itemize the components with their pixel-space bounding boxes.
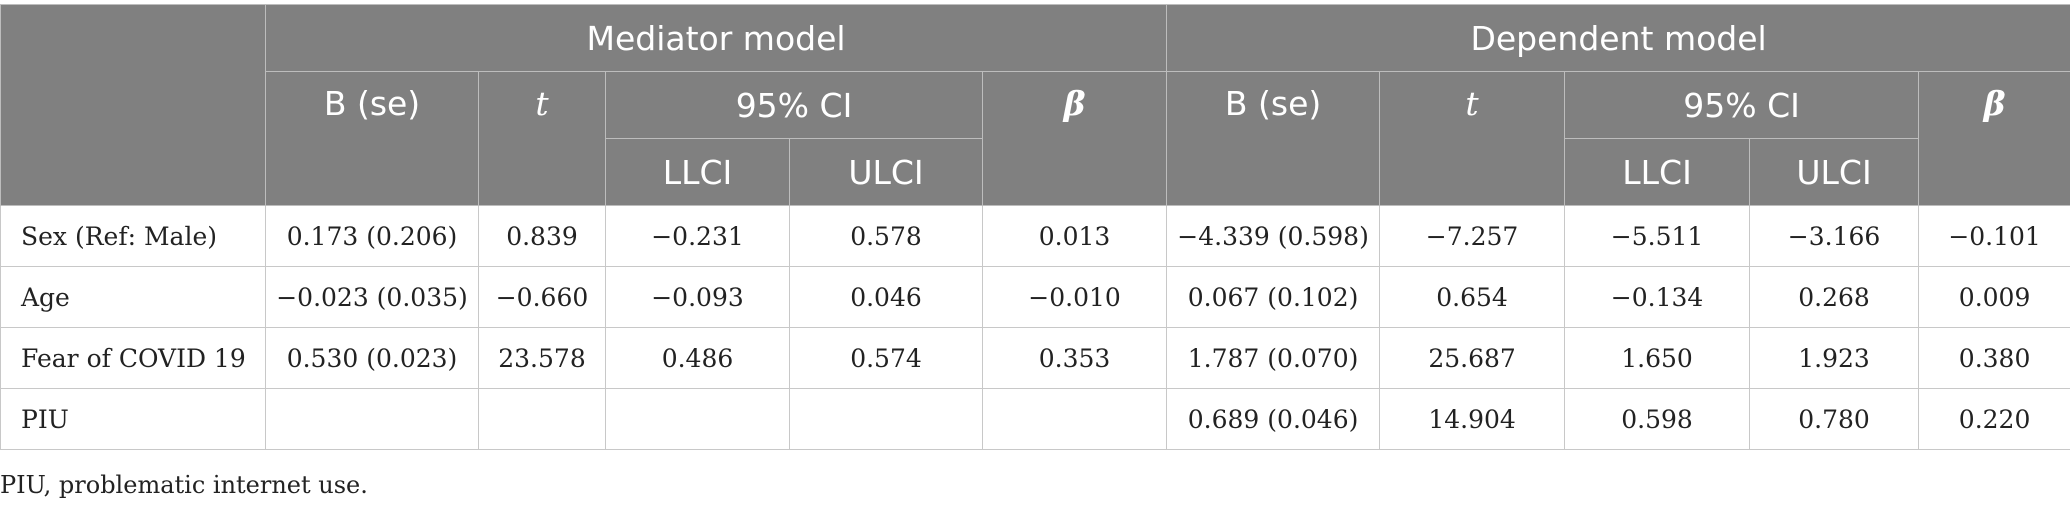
- table-cell: −0.023 (0.035): [265, 266, 479, 328]
- table-row: Sex (Ref: Male) 0.173 (0.206) 0.839 −0.2…: [0, 205, 2070, 267]
- row-label: Sex (Ref: Male): [0, 205, 266, 267]
- table-cell: 0.173 (0.206): [265, 205, 479, 267]
- dependent-ci-header: 95% CI: [1564, 71, 1920, 139]
- table-row: Fear of COVID 19 0.530 (0.023) 23.578 0.…: [0, 327, 2070, 389]
- table-cell: [981, 388, 1168, 450]
- table-cell: −0.101: [1918, 205, 2070, 267]
- table-cell: [265, 388, 479, 450]
- table-cell: −0.093: [605, 266, 790, 328]
- table-cell: −0.134: [1564, 266, 1751, 328]
- table-cell: 23.578: [478, 327, 606, 389]
- mediator-llci-header: LLCI: [605, 138, 790, 206]
- table-cell: −3.166: [1749, 205, 1920, 267]
- table-cell: 1.923: [1749, 327, 1920, 389]
- table-cell: 0.013: [981, 205, 1168, 267]
- mediator-t-header: t: [478, 71, 606, 206]
- table-cell: 1.787 (0.070): [1166, 327, 1381, 389]
- mediator-ulci-header: ULCI: [789, 138, 983, 206]
- dependent-t-header: t: [1379, 71, 1566, 206]
- dependent-b-se-header: B (se): [1166, 71, 1381, 206]
- table-cell: 14.904: [1379, 388, 1566, 450]
- table-cell: 0.780: [1749, 388, 1920, 450]
- row-label: PIU: [0, 388, 266, 450]
- table-cell: 0.380: [1918, 327, 2070, 389]
- dependent-llci-header: LLCI: [1564, 138, 1751, 206]
- table-cell: 0.046: [789, 266, 983, 328]
- dependent-beta-header: β: [1918, 71, 2070, 206]
- table-cell: −0.010: [981, 266, 1168, 328]
- table-cell: 0.009: [1918, 266, 2070, 328]
- table-cell: [605, 388, 790, 450]
- table-cell: −0.231: [605, 205, 790, 267]
- table-cell: 0.689 (0.046): [1166, 388, 1381, 450]
- table-cell: 0.067 (0.102): [1166, 266, 1381, 328]
- table-cell: [478, 388, 606, 450]
- table-cell: 0.486: [605, 327, 790, 389]
- mediator-beta-header: β: [981, 71, 1168, 206]
- dependent-ulci-header: ULCI: [1749, 138, 1920, 206]
- regression-table: Mediator model Dependent model B (se) t …: [0, 4, 2070, 450]
- mediator-model-header: Mediator model: [264, 4, 1168, 72]
- table-row: Age −0.023 (0.035) −0.660 −0.093 0.046 −…: [0, 266, 2070, 328]
- table-cell: −4.339 (0.598): [1166, 205, 1381, 267]
- mediator-ci-header: 95% CI: [605, 71, 983, 139]
- table-cell: −0.660: [478, 266, 606, 328]
- table-cell: 0.578: [789, 205, 983, 267]
- table-cell: 0.220: [1918, 388, 2070, 450]
- table-cell: 0.598: [1564, 388, 1751, 450]
- row-label: Fear of COVID 19: [0, 327, 266, 389]
- table-footnote: PIU, problematic internet use.: [0, 471, 368, 499]
- table-cell: [789, 388, 983, 450]
- table-container: Mediator model Dependent model B (se) t …: [0, 4, 2070, 450]
- table-row: PIU 0.689 (0.046) 14.904 0.598 0.780 0.2…: [0, 388, 2070, 450]
- dependent-model-header: Dependent model: [1166, 4, 2070, 72]
- table-cell: 1.650: [1564, 327, 1751, 389]
- table-cell: 0.353: [981, 327, 1168, 389]
- table-cell: 0.530 (0.023): [265, 327, 479, 389]
- table-cell: 0.839: [478, 205, 606, 267]
- table-cell: 0.654: [1379, 266, 1566, 328]
- table-cell: 0.574: [789, 327, 983, 389]
- table-cell: −7.257: [1379, 205, 1566, 267]
- header-empty-cell: [0, 4, 266, 206]
- table-cell: −5.511: [1564, 205, 1751, 267]
- row-label: Age: [0, 266, 266, 328]
- mediator-b-se-header: B (se): [265, 71, 479, 206]
- table-cell: 25.687: [1379, 327, 1566, 389]
- table-cell: 0.268: [1749, 266, 1920, 328]
